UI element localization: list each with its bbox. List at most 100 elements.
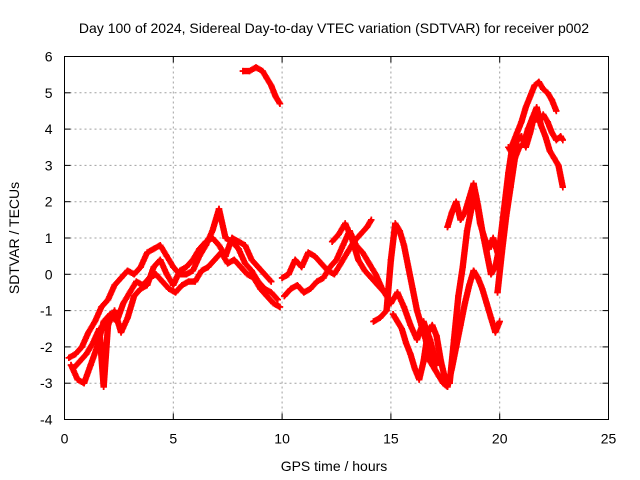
data-point xyxy=(263,292,271,300)
data-point xyxy=(474,274,482,282)
data-point xyxy=(170,263,177,271)
y-tick-label: -3 xyxy=(40,375,53,391)
data-point xyxy=(400,242,408,249)
data-point xyxy=(409,285,416,293)
x-tick-label: 15 xyxy=(383,431,399,447)
data-point xyxy=(276,303,284,311)
data-point xyxy=(254,263,262,271)
y-tick-label: -4 xyxy=(40,412,53,428)
data-point xyxy=(311,252,318,260)
data-point xyxy=(479,285,486,293)
data-point xyxy=(261,271,268,278)
data-point xyxy=(359,249,366,256)
data-point xyxy=(209,227,216,234)
data-point xyxy=(307,285,314,293)
data-point xyxy=(531,111,538,118)
data-point xyxy=(542,133,549,140)
data-point xyxy=(444,383,451,391)
series-track-l xyxy=(505,111,567,158)
data-point xyxy=(413,307,421,314)
data-point xyxy=(270,300,277,307)
data-point xyxy=(368,216,375,224)
data-point xyxy=(163,271,170,278)
data-point xyxy=(96,325,103,332)
data-point xyxy=(124,267,131,274)
data-point xyxy=(429,321,436,329)
data-point xyxy=(257,285,264,293)
y-tick-label: 4 xyxy=(45,121,53,137)
series-track-a xyxy=(65,205,281,361)
y-tick-label: 0 xyxy=(45,266,53,282)
data-point xyxy=(224,260,231,267)
data-point xyxy=(278,274,286,282)
data-point xyxy=(457,216,464,224)
data-point xyxy=(355,256,362,263)
data-point xyxy=(331,271,338,278)
data-point xyxy=(150,263,157,271)
data-point xyxy=(320,274,327,282)
data-point xyxy=(503,213,510,220)
data-point xyxy=(294,281,301,289)
y-tick-label: 3 xyxy=(45,157,53,173)
data-point xyxy=(537,122,545,129)
data-point xyxy=(540,85,547,93)
data-point xyxy=(442,376,449,383)
data-point xyxy=(202,238,210,245)
data-point xyxy=(215,242,223,249)
data-point xyxy=(228,234,236,242)
data-point xyxy=(272,93,279,100)
data-point xyxy=(531,82,538,89)
data-point xyxy=(420,358,427,365)
data-point xyxy=(461,209,469,216)
data-point xyxy=(222,234,229,242)
data-point xyxy=(287,285,295,293)
data-point xyxy=(124,314,131,322)
data-point xyxy=(439,380,447,387)
data-point xyxy=(348,234,355,242)
data-point xyxy=(402,340,410,347)
data-point xyxy=(361,267,368,274)
axis-ticks: -4 -3 -2 -1 0 1 2 3 4 5 6 0 5 10 15 20 25 xyxy=(40,49,616,447)
data-point xyxy=(372,271,379,278)
data-point xyxy=(400,303,408,311)
data-point xyxy=(487,271,495,278)
data-point xyxy=(328,238,336,245)
data-point xyxy=(470,267,477,274)
data-point xyxy=(513,129,521,136)
data-point xyxy=(559,136,567,144)
data-point xyxy=(548,129,556,136)
data-point xyxy=(407,350,414,358)
data-point xyxy=(83,350,90,358)
data-point xyxy=(104,321,112,329)
data-point xyxy=(133,278,140,285)
data-point xyxy=(78,343,86,351)
data-point xyxy=(104,296,112,303)
data-point xyxy=(511,154,519,162)
data-point xyxy=(392,220,399,227)
data-point xyxy=(231,256,238,263)
data-point xyxy=(318,260,325,267)
data-point xyxy=(183,263,190,271)
data-point xyxy=(276,100,284,107)
data-point xyxy=(87,361,94,369)
data-point xyxy=(483,300,490,307)
data-point xyxy=(544,89,551,96)
data-point xyxy=(398,325,405,332)
data-point xyxy=(326,263,334,271)
data-point xyxy=(91,318,99,325)
data-point xyxy=(459,263,466,271)
data-point xyxy=(555,162,562,169)
data-point xyxy=(126,289,133,296)
data-point xyxy=(111,307,118,314)
data-point xyxy=(426,358,434,365)
y-tick-label: 6 xyxy=(45,49,53,65)
data-point xyxy=(65,354,73,361)
data-point xyxy=(553,136,560,144)
data-point xyxy=(396,227,403,234)
data-point xyxy=(300,289,308,296)
data-point xyxy=(176,267,184,274)
data-point xyxy=(470,180,477,187)
data-point xyxy=(487,314,495,322)
